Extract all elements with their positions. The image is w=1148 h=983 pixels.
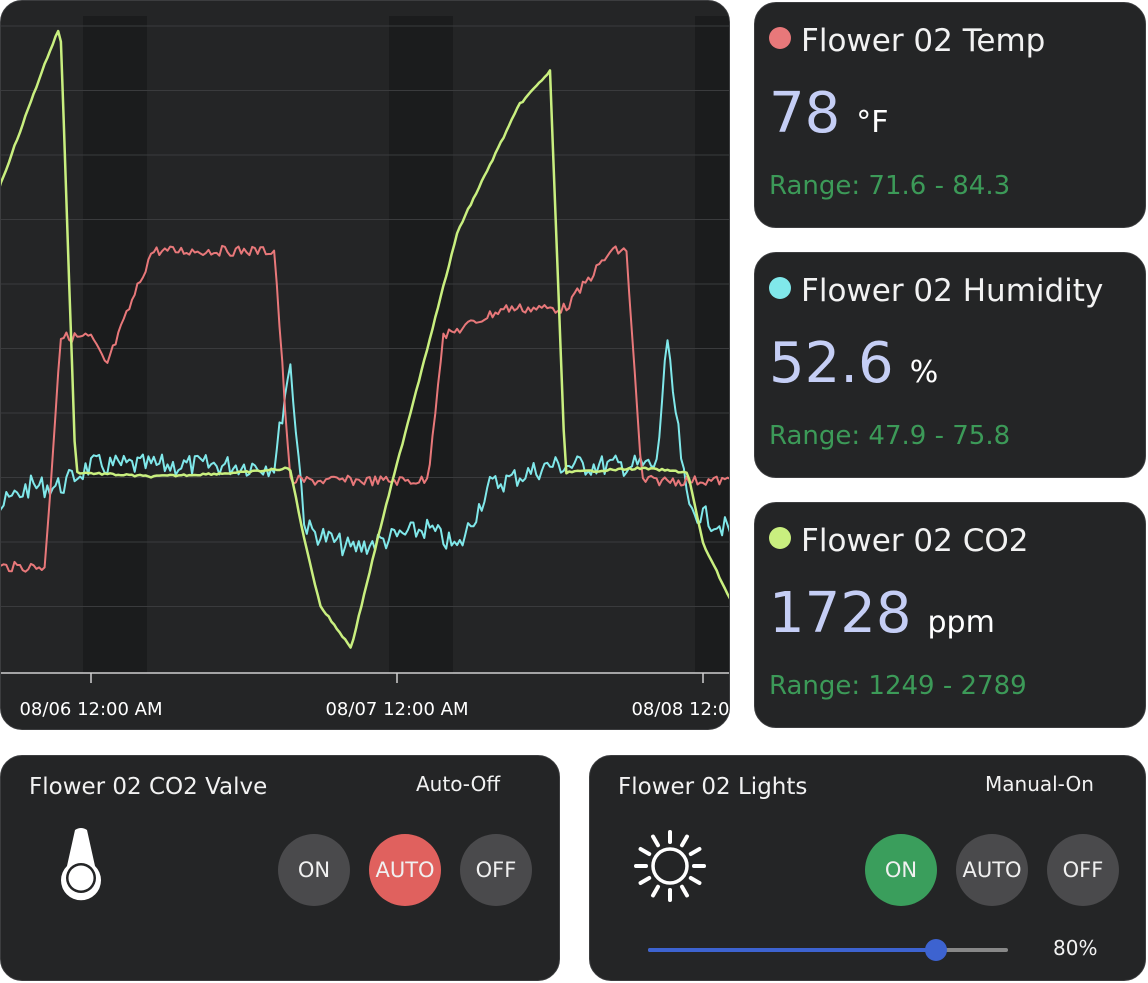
sun-ray: [638, 876, 652, 885]
series-line-temp: [1, 244, 729, 573]
sensor-title-text: Flower 02 Humidity: [801, 273, 1104, 309]
sensor-unit: °F: [856, 105, 889, 140]
sensor-card-temp[interactable]: Flower 02 Temp 78 °F Range: 71.6 - 84.3: [754, 2, 1146, 228]
sensor-unit: %: [909, 355, 939, 390]
sensor-range: Range: 47.9 - 75.8: [769, 421, 1011, 451]
brightness-slider-fill: [648, 948, 936, 952]
sensor-unit: ppm: [927, 605, 995, 640]
series-line-co2: [1, 29, 729, 649]
lights-on-button[interactable]: ON: [865, 834, 937, 906]
sensor-value: 78: [769, 81, 841, 146]
sensor-title: Flower 02 Temp: [769, 23, 1045, 59]
sun-ray: [651, 884, 660, 898]
co2-valve-card: Flower 02 CO2 Valve Auto-Off ON AUTO OFF: [0, 755, 560, 981]
sensor-reading: 1728 ppm: [769, 581, 995, 646]
temp-legend-dot: [769, 27, 791, 49]
sensor-title-text: Flower 02 CO2: [801, 523, 1029, 559]
sensor-title-text: Flower 02 Temp: [801, 23, 1046, 59]
night-band: [389, 16, 453, 673]
co2-legend-dot: [769, 527, 791, 549]
sensor-title: Flower 02 CO2: [769, 523, 1029, 559]
sun-ray: [638, 847, 652, 856]
sun-ray: [680, 884, 689, 898]
sensor-card-co2[interactable]: Flower 02 CO2 1728 ppm Range: 1249 - 2789: [754, 502, 1146, 728]
x-tick-label: 08/07 12:00 AM: [325, 699, 468, 720]
sun-icon: [634, 830, 706, 902]
brightness-slider[interactable]: [648, 939, 1008, 961]
lights-card: Flower 02 Lights Manual-On ON AUTO OFF 8…: [589, 755, 1146, 981]
co2-valve-off-button[interactable]: OFF: [460, 834, 532, 906]
sensor-value: 1728: [769, 581, 912, 646]
brightness-slider-thumb[interactable]: [925, 939, 947, 961]
valve-icon: [61, 828, 101, 901]
co2-valve-on-button[interactable]: ON: [278, 834, 350, 906]
sun-ray: [688, 847, 702, 856]
sensor-card-humidity[interactable]: Flower 02 Humidity 52.6% Range: 47.9 - 7…: [754, 252, 1146, 478]
co2-valve-mode: Auto-Off: [416, 772, 501, 796]
sun-ray: [680, 834, 689, 848]
sensor-reading: 52.6%: [769, 331, 938, 396]
x-tick-label: 08/06 12:00 AM: [19, 699, 162, 720]
brightness-value: 80%: [1053, 936, 1098, 960]
sensor-value: 52.6: [769, 331, 894, 396]
sensor-range: Range: 71.6 - 84.3: [769, 171, 1011, 201]
lights-title: Flower 02 Lights: [618, 774, 808, 800]
lights-mode: Manual-On: [985, 772, 1094, 796]
history-chart: 08/06 12:00 AM 08/07 12:00 AM 08/08 12:00 …: [0, 0, 730, 730]
x-tick-label: 08/08 12:00 AM: [631, 699, 730, 720]
co2-valve-title: Flower 02 CO2 Valve: [29, 774, 268, 800]
sensor-title: Flower 02 Humidity: [769, 273, 1103, 309]
lights-auto-button[interactable]: AUTO: [956, 834, 1028, 906]
series-line-humidity: [1, 339, 729, 557]
history-chart-svg: 08/06 12:00 AM 08/07 12:00 AM 08/08 12:00 …: [1, 16, 730, 720]
sensor-range: Range: 1249 - 2789: [769, 671, 1027, 701]
sun-ray: [688, 876, 702, 885]
lights-off-button[interactable]: OFF: [1047, 834, 1119, 906]
night-band: [695, 16, 729, 673]
humidity-legend-dot: [769, 277, 791, 299]
co2-valve-auto-button[interactable]: AUTO: [369, 834, 441, 906]
sun-ray: [651, 834, 660, 848]
sensor-reading: 78 °F: [769, 81, 889, 146]
